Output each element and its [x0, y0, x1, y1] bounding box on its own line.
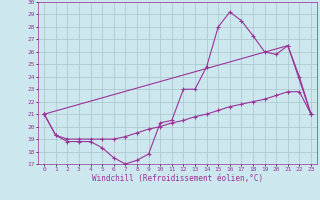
X-axis label: Windchill (Refroidissement éolien,°C): Windchill (Refroidissement éolien,°C) — [92, 174, 263, 183]
